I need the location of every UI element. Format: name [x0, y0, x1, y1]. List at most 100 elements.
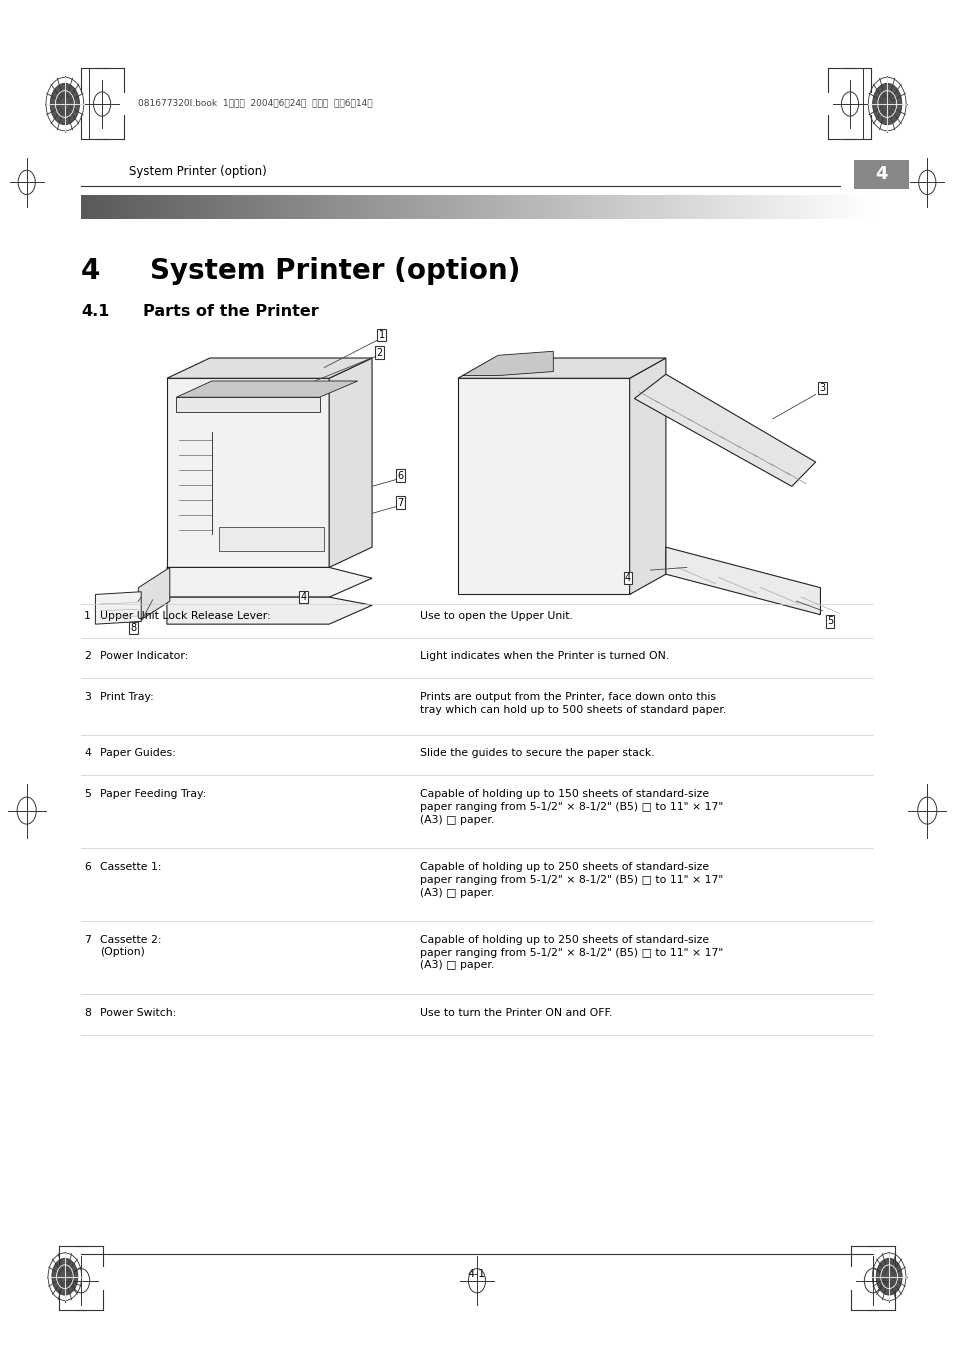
Bar [601, 195, 607, 219]
Bar [673, 195, 679, 219]
Bar [534, 195, 539, 219]
Bar [518, 195, 523, 219]
Bar [129, 195, 133, 219]
Polygon shape [167, 597, 372, 624]
Bar [93, 195, 98, 219]
Bar [781, 195, 785, 219]
Bar [189, 195, 193, 219]
Polygon shape [462, 351, 553, 376]
Text: System Printer (option): System Printer (option) [150, 257, 519, 285]
Bar [566, 195, 571, 219]
Text: Power Indicator:: Power Indicator: [100, 651, 189, 661]
Bar [705, 195, 710, 219]
Polygon shape [167, 358, 372, 378]
Bar [740, 195, 746, 219]
Bar [594, 195, 598, 219]
Bar [721, 195, 726, 219]
Bar [136, 195, 142, 219]
Text: 5: 5 [84, 789, 91, 798]
Circle shape [51, 1258, 78, 1296]
Bar [141, 195, 146, 219]
Polygon shape [634, 374, 815, 486]
Bar [347, 195, 353, 219]
Bar [764, 195, 770, 219]
Bar [848, 195, 853, 219]
Bar [546, 195, 551, 219]
Bar [236, 195, 241, 219]
Bar [97, 195, 102, 219]
Bar [757, 195, 761, 219]
Bar [312, 195, 316, 219]
Text: 6: 6 [84, 862, 91, 871]
Bar [808, 195, 813, 219]
Bar [415, 195, 420, 219]
Text: Prints are output from the Printer, face down onto this
tray which can hold up t: Prints are output from the Printer, face… [419, 692, 725, 715]
Bar [841, 195, 845, 219]
Bar [832, 195, 837, 219]
Bar [280, 195, 285, 219]
Bar [359, 195, 364, 219]
Text: 5: 5 [826, 616, 832, 627]
Bar [713, 195, 718, 219]
Bar [411, 195, 416, 219]
Bar [801, 195, 805, 219]
Bar [578, 195, 583, 219]
Bar [821, 195, 825, 219]
Bar [184, 195, 190, 219]
Bar [860, 195, 865, 219]
Bar [121, 195, 126, 219]
Text: 7: 7 [397, 497, 403, 508]
Bar [451, 195, 456, 219]
Bar [817, 195, 821, 219]
Bar [81, 195, 86, 219]
Bar [112, 195, 118, 219]
Text: Upper Unit Lock Release Lever:: Upper Unit Lock Release Lever: [100, 611, 271, 620]
Bar [407, 195, 412, 219]
Text: Light indicates when the Printer is turned ON.: Light indicates when the Printer is turn… [419, 651, 668, 661]
Bar [625, 195, 631, 219]
Bar [788, 195, 794, 219]
Bar [852, 195, 857, 219]
Bar [475, 195, 479, 219]
Text: 1: 1 [84, 611, 91, 620]
Bar [462, 195, 468, 219]
Bar [630, 195, 635, 219]
Bar [375, 195, 380, 219]
Bar [427, 195, 432, 219]
Text: Capable of holding up to 150 sheets of standard-size
paper ranging from 5-1/2" ×: Capable of holding up to 150 sheets of s… [419, 789, 722, 824]
Bar [661, 195, 666, 219]
Circle shape [51, 84, 79, 124]
Bar [299, 195, 305, 219]
Polygon shape [138, 567, 170, 621]
Bar [562, 195, 567, 219]
Text: 7: 7 [84, 935, 91, 944]
Bar [558, 195, 563, 219]
Circle shape [872, 84, 901, 124]
Bar [165, 195, 170, 219]
Bar [196, 195, 201, 219]
Text: Use to open the Upper Unit.: Use to open the Upper Unit. [419, 611, 572, 620]
Text: Paper Feeding Tray:: Paper Feeding Tray: [100, 789, 206, 798]
Bar [244, 195, 249, 219]
Bar [824, 195, 829, 219]
Bar [590, 195, 595, 219]
Bar [176, 195, 181, 219]
Bar [403, 195, 408, 219]
Bar [213, 195, 217, 219]
Text: 2: 2 [376, 347, 382, 358]
Bar [784, 195, 789, 219]
Bar [379, 195, 384, 219]
Polygon shape [629, 358, 665, 594]
Bar [502, 195, 507, 219]
Bar [152, 195, 157, 219]
Text: Paper Guides:: Paper Guides: [100, 748, 175, 758]
Bar [467, 195, 472, 219]
Bar [526, 195, 531, 219]
Polygon shape [329, 358, 372, 567]
Bar [438, 195, 444, 219]
Text: Use to turn the Printer ON and OFF.: Use to turn the Printer ON and OFF. [419, 1008, 612, 1017]
Bar [749, 195, 754, 219]
Bar [669, 195, 674, 219]
Bar [645, 195, 650, 219]
Bar [160, 195, 166, 219]
